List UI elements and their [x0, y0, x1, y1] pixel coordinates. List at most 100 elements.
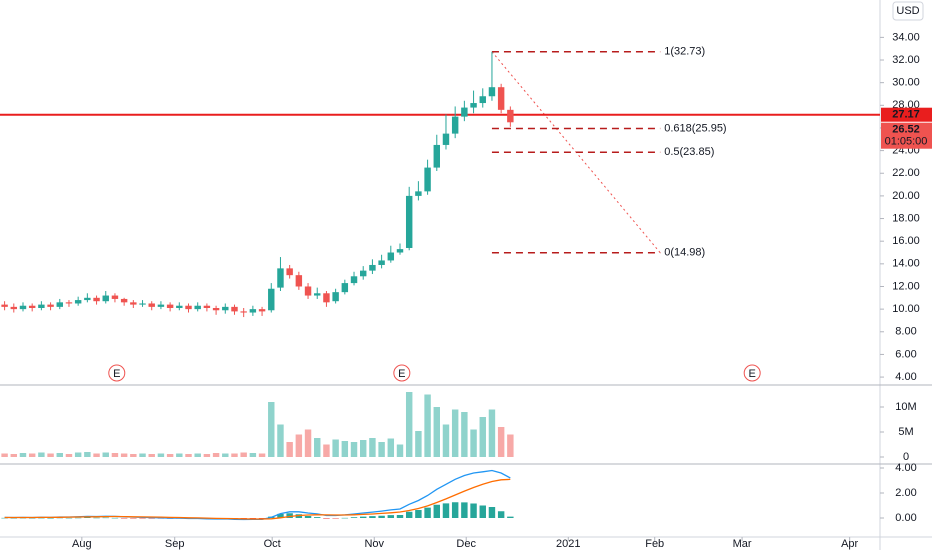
- macd-histogram: [424, 507, 431, 518]
- volume-bar: [1, 453, 8, 457]
- earnings-marker: [743, 364, 761, 382]
- y-tick-label: 4.00: [895, 371, 916, 383]
- macd-histogram: [360, 516, 367, 518]
- macd-histogram: [38, 517, 45, 519]
- macd-histogram: [479, 505, 486, 518]
- x-tick-label: 2021: [556, 538, 580, 550]
- earnings-label: E: [113, 368, 120, 380]
- volume-bar: [102, 452, 109, 457]
- macd-histogram: [451, 502, 459, 518]
- y-tick-label: 32.00: [892, 54, 920, 66]
- y-tick-label: 0.00: [895, 512, 916, 524]
- volume-bar: [74, 452, 82, 457]
- candle-body: [405, 195, 413, 248]
- candle-body: [424, 167, 431, 192]
- candle-body: [231, 306, 238, 312]
- candle-body: [139, 303, 146, 305]
- volume-bar: [332, 439, 339, 457]
- x-tick-label: Sep: [165, 538, 185, 550]
- candle-body: [304, 286, 312, 296]
- currency-badge[interactable]: [892, 1, 924, 21]
- volume-bar: [323, 444, 330, 457]
- candle-body: [38, 304, 45, 308]
- volume-bar: [424, 394, 431, 457]
- volume-bar: [405, 392, 413, 457]
- macd-histogram: [488, 507, 496, 518]
- volume-bar: [93, 453, 100, 457]
- candle-body: [203, 305, 211, 308]
- candle-body: [488, 87, 496, 97]
- volume-bar: [369, 438, 376, 457]
- volume-bar: [240, 452, 247, 457]
- y-tick-label: 2.00: [895, 487, 916, 499]
- y-tick-label: 6.00: [895, 348, 916, 360]
- fib-label: 0.618(25.95): [664, 122, 726, 134]
- x-tick-label: Nov: [364, 538, 384, 550]
- x-tick-label: Feb: [645, 538, 664, 550]
- y-tick-label: 20.00: [892, 190, 920, 202]
- volume-bar: [295, 434, 303, 457]
- macd-histogram: [507, 516, 514, 518]
- x-tick-label: Aug: [72, 538, 92, 550]
- macd-histogram: [323, 518, 330, 519]
- candle-body: [451, 116, 459, 134]
- candle-body: [314, 293, 321, 296]
- volume-bar: [360, 440, 367, 457]
- macd-histogram: [461, 502, 468, 518]
- candle-body: [120, 298, 128, 303]
- volume-bar: [111, 453, 119, 457]
- candle-body: [93, 297, 100, 302]
- y-tick-label: 18.00: [892, 212, 920, 224]
- volume-bar: [507, 434, 514, 457]
- candle-body: [433, 144, 440, 168]
- earnings-marker: [108, 364, 126, 382]
- volume-bar: [130, 454, 137, 457]
- macd-histogram: [74, 517, 82, 519]
- candle-body: [212, 308, 220, 311]
- volume-bar: [314, 438, 321, 457]
- macd-histogram: [249, 518, 257, 519]
- y-tick-label: 8.00: [895, 326, 916, 338]
- volume-bar: [231, 453, 238, 457]
- candle-body: [194, 305, 201, 310]
- candle-body: [1, 304, 8, 307]
- candle-body: [323, 293, 330, 303]
- candle-body: [470, 103, 477, 108]
- macd-histogram: [350, 517, 358, 518]
- x-tick-label: Dec: [456, 538, 476, 550]
- volume-bar: [497, 427, 505, 457]
- y-tick-label: 12.00: [892, 280, 920, 292]
- candle-body: [56, 302, 63, 307]
- macd-histogram: [65, 517, 73, 519]
- candle-body: [19, 305, 27, 310]
- candle-body: [28, 305, 36, 308]
- volume-bar: [166, 454, 174, 457]
- macd-histogram: [120, 518, 128, 519]
- candle-body: [277, 268, 284, 288]
- earnings-label: E: [398, 368, 405, 380]
- y-tick-label: 30.00: [892, 77, 920, 89]
- y-tick-label: 0: [903, 451, 909, 463]
- macd-histogram: [1, 517, 8, 519]
- volume-bar: [38, 452, 45, 457]
- volume-bar: [433, 407, 440, 457]
- candle-body: [84, 297, 91, 301]
- macd-histogram: [47, 518, 54, 519]
- macd-line: [4, 478, 511, 520]
- candle-body: [387, 252, 395, 261]
- volume-bar: [479, 417, 486, 457]
- volume-bar: [194, 453, 201, 457]
- macd-histogram: [378, 515, 385, 518]
- volume-bar: [47, 453, 54, 457]
- fib-label: 1(32.73): [664, 46, 705, 58]
- price-tag-label: 27.17: [892, 109, 920, 121]
- x-tick-label: Apr: [841, 538, 858, 550]
- macd-histogram: [314, 517, 321, 518]
- candle-body: [396, 249, 404, 253]
- candle-body: [74, 300, 82, 304]
- macd-histogram: [433, 504, 440, 518]
- volume-bar: [28, 453, 36, 457]
- volume-bar: [203, 454, 211, 457]
- candle-body: [507, 109, 514, 123]
